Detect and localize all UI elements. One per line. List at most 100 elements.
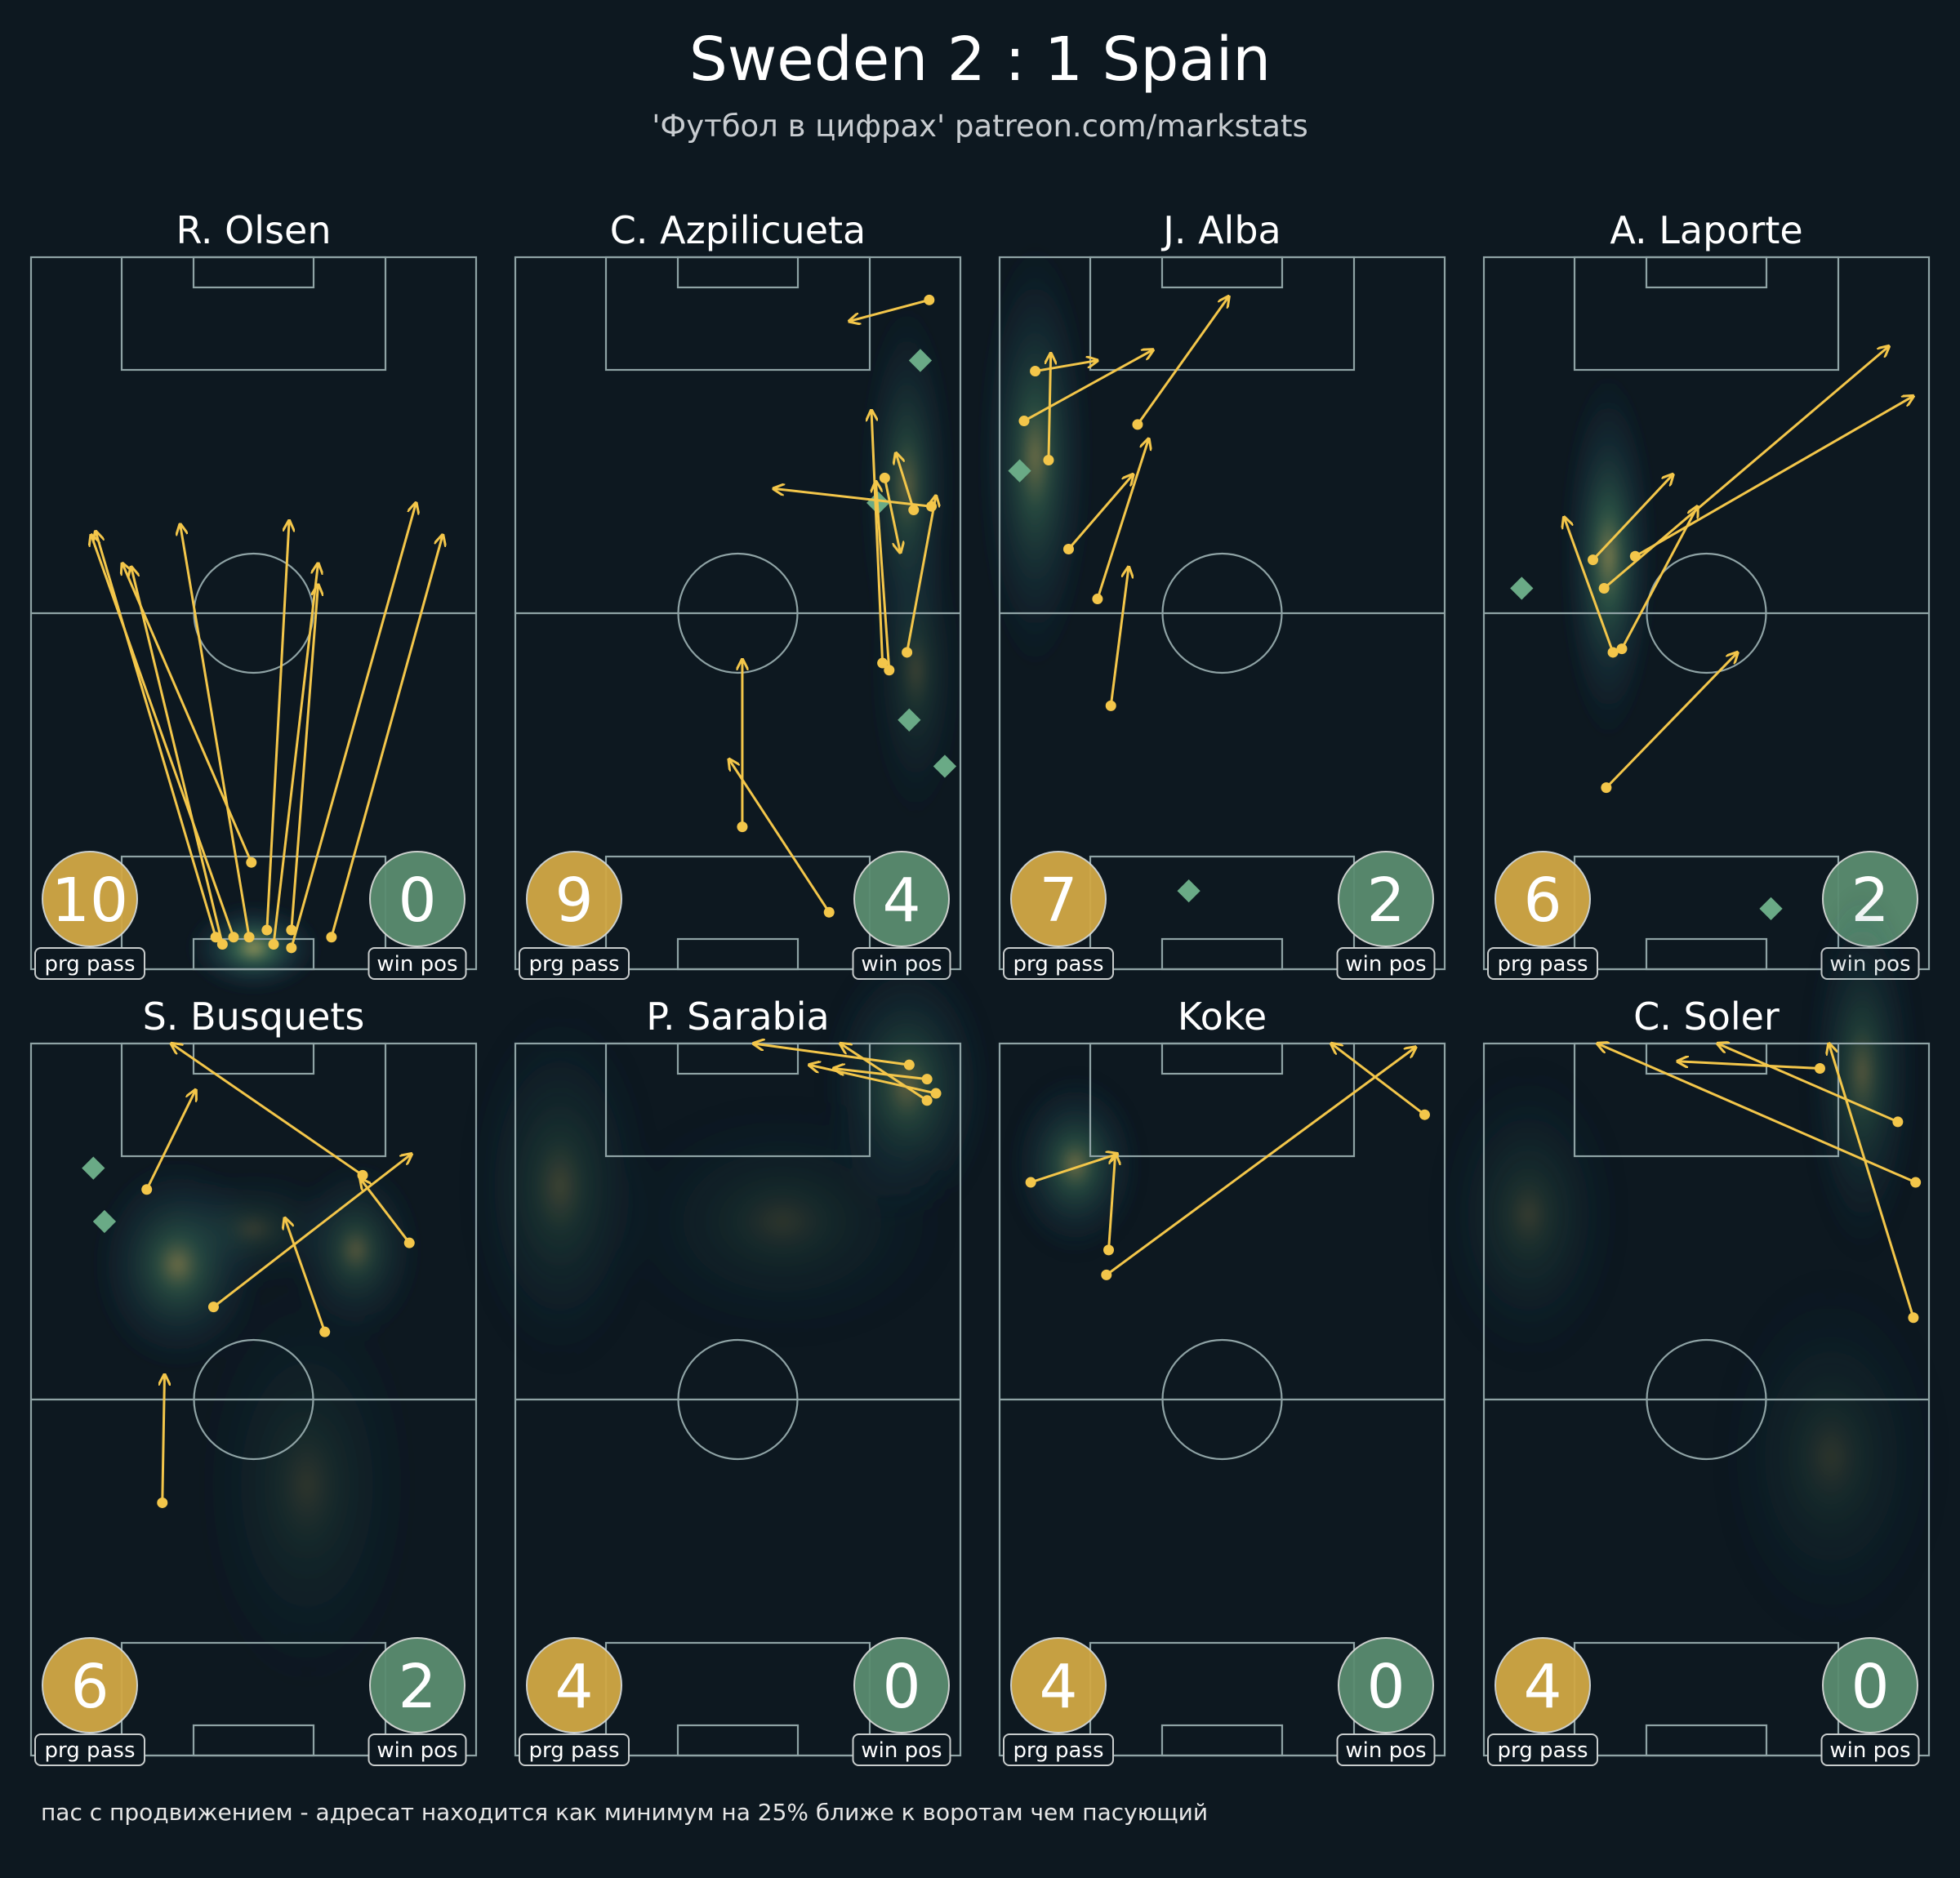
pitch-panel: P. Sarabia 4 prg pass 0 win pos — [461, 945, 996, 1766]
pass-arrow — [1035, 360, 1098, 372]
prg-pass-label: prg pass — [44, 1738, 135, 1763]
pass-arrow — [1677, 1061, 1820, 1070]
win-pos-badge — [1822, 1637, 1918, 1733]
pass-arrow — [849, 298, 930, 321]
pitch-panel: S. Busquets 6 prg pass 2 win pos — [29, 995, 478, 1766]
heat-blob — [185, 901, 323, 995]
pass-arrow — [145, 1090, 196, 1190]
win-pos-label-box — [1820, 1733, 1920, 1766]
win-possession-marker — [1510, 576, 1534, 600]
pass-origin — [1105, 700, 1116, 711]
prg-pass-label: prg pass — [528, 1738, 619, 1763]
pass-arrow — [1564, 517, 1615, 653]
pass-arrow — [1717, 1044, 1899, 1124]
win-pos-label-box — [1336, 947, 1436, 980]
win-pos-label-box — [1336, 1733, 1436, 1766]
pass-arrow — [896, 453, 915, 511]
prg-pass-value: 4 — [555, 1652, 593, 1722]
top-penalty-area — [604, 256, 871, 372]
prg-pass-badge — [526, 1637, 622, 1733]
pass-origin — [319, 1326, 331, 1337]
pass-arrow — [91, 535, 235, 938]
centre-circle — [1646, 552, 1767, 674]
pass-origin — [1025, 1177, 1036, 1188]
bottom-goal-area — [1645, 937, 1768, 971]
prg-pass-label-box — [1003, 1733, 1114, 1766]
pass-origin — [1101, 1269, 1112, 1280]
prg-pass-badge — [526, 851, 622, 947]
prg-pass-value: 7 — [1039, 866, 1077, 936]
top-goal-area — [192, 1042, 315, 1075]
pass-origin — [1092, 594, 1103, 605]
prg-pass-label: prg pass — [1497, 952, 1588, 977]
pass-arrow — [1592, 474, 1673, 561]
pass-origin — [921, 1074, 933, 1085]
pass-arrow — [1067, 474, 1133, 550]
prg-pass-value: 9 — [555, 866, 593, 936]
player-name: R. Olsen — [176, 208, 332, 252]
pass-origin — [1616, 643, 1628, 655]
pass-origin — [1030, 366, 1041, 377]
pass-arrow — [754, 1044, 910, 1066]
heat-blob — [976, 237, 1094, 676]
pass-arrow — [1605, 652, 1738, 789]
pass-origin — [268, 938, 279, 950]
prg-pass-label-box — [1487, 947, 1598, 980]
player-name: Koke — [1178, 995, 1267, 1039]
win-pos-value: 4 — [882, 866, 920, 936]
pass-origin — [326, 932, 337, 943]
win-possession-marker — [92, 1209, 117, 1234]
heat-blob — [606, 1096, 959, 1347]
prg-pass-label-box — [1003, 947, 1114, 980]
pass-arrow — [1096, 438, 1149, 600]
top-penalty-area — [1573, 256, 1840, 372]
heat-blob — [461, 998, 658, 1374]
pass-origin — [1601, 782, 1612, 794]
pass-arrow — [290, 503, 416, 949]
pass-arrow — [122, 563, 253, 863]
heat-blob — [1803, 883, 1922, 1261]
pass-origin — [246, 857, 257, 868]
pitch-lines — [514, 1042, 962, 1757]
heat-blob — [155, 1165, 352, 1292]
pass-arrow — [773, 488, 932, 508]
top-goal-area — [1160, 1042, 1284, 1075]
top-goal-area — [1645, 256, 1768, 289]
player-name: P. Sarabia — [646, 995, 829, 1039]
prg-pass-label-box — [1487, 1733, 1598, 1766]
pass-origin — [261, 924, 273, 936]
pass-origin — [1132, 419, 1143, 430]
pass-arrow — [840, 1044, 928, 1102]
pass-arrow — [1620, 506, 1698, 650]
pass-arrow — [1023, 349, 1153, 422]
heatmap — [185, 901, 323, 995]
pass-arrow — [172, 1044, 363, 1177]
centre-circle — [193, 1338, 314, 1461]
pass-origin — [737, 821, 748, 833]
bottom-penalty-area — [1089, 1641, 1356, 1757]
heatmap — [1559, 368, 1658, 745]
pass-arrow — [360, 1179, 411, 1244]
win-pos-badge — [853, 1637, 950, 1733]
pass-arrow — [212, 1154, 412, 1308]
pass-arrow — [290, 585, 318, 931]
pass-origin — [1892, 1116, 1904, 1128]
pass-arrow — [834, 1069, 928, 1081]
chart-title: Sweden 2 : 1 Spain — [688, 24, 1272, 95]
pass-arrow — [163, 1374, 165, 1503]
pass-origin — [1018, 416, 1030, 427]
top-penalty-area — [120, 256, 387, 372]
pass-origin — [1607, 647, 1619, 658]
pass-arrow — [809, 1065, 937, 1095]
heat-blob — [866, 513, 965, 827]
pitch-panel: C. Soler 4 prg pass 0 win pos — [1430, 883, 1949, 1766]
prg-pass-value: 10 — [51, 866, 128, 936]
bottom-goal-area — [192, 1724, 315, 1757]
pass-arrow — [1634, 396, 1913, 558]
pitch-panel: R. Olsen 10 prg pass 0 win pos — [29, 208, 478, 995]
prg-pass-label-box — [34, 1733, 145, 1766]
prg-pass-badge — [1010, 1637, 1107, 1733]
pass-arrow — [1829, 1044, 1915, 1319]
heat-blob — [1006, 1070, 1144, 1259]
pass-origin — [879, 472, 890, 483]
